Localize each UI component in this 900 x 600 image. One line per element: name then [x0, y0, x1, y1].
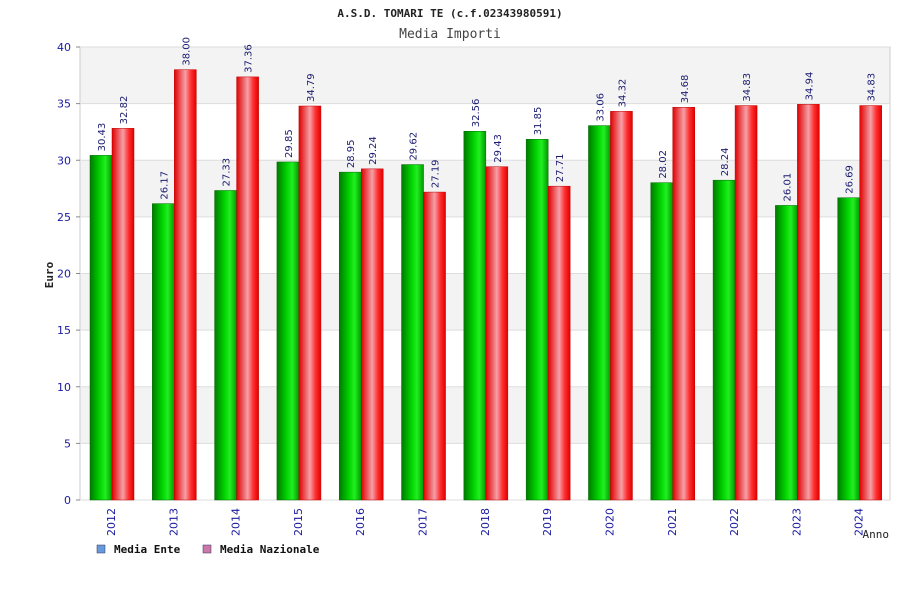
y-tick-label: 30	[57, 154, 71, 167]
value-label-media-ente-2021: 28.02	[658, 150, 669, 179]
value-label-media-ente-2016: 28.95	[346, 140, 357, 169]
x-tick-label-2019: 2019	[541, 508, 554, 536]
value-label-media-nazionale-2019: 27.71	[555, 154, 566, 183]
value-label-media-nazionale-2013: 38.00	[181, 37, 192, 66]
x-tick-label-2015: 2015	[292, 508, 305, 536]
y-tick-label: 35	[57, 98, 71, 111]
value-label-media-ente-2024: 26.69	[845, 165, 856, 194]
bar-media-ente-2017	[401, 164, 424, 501]
x-tick-label-2016: 2016	[354, 508, 367, 536]
x-tick-label-2020: 2020	[603, 508, 616, 536]
bar-media-ente-2024	[837, 197, 860, 501]
value-label-media-ente-2023: 26.01	[782, 173, 793, 202]
value-label-media-nazionale-2016: 29.24	[368, 136, 379, 165]
bar-media-nazionale-2018	[485, 166, 509, 501]
x-tick-label-2021: 2021	[666, 508, 679, 536]
legend-swatch-media-ente	[96, 544, 106, 554]
x-axis-ticks: 2012 2013 2014 2015 2016 2017 2018 2019 2020 2021…	[105, 508, 866, 536]
y-axis-ticks: 0 5 10 15 20 25 30 35 40	[57, 41, 80, 507]
value-label-media-ente-2017: 29.62	[409, 132, 420, 161]
y-tick-label: 15	[57, 324, 71, 337]
x-tick-label-2023: 2023	[790, 508, 803, 536]
value-labels: 30.43 32.82 26.17 38.00 27.33 37.36 29.85 34.79…	[97, 37, 878, 201]
x-tick-label-2012: 2012	[105, 508, 118, 536]
y-tick-label: 20	[57, 268, 71, 281]
value-label-media-ente-2020: 33.06	[595, 93, 606, 122]
x-tick-label-2017: 2017	[417, 508, 430, 536]
value-label-media-nazionale-2024: 34.83	[867, 73, 878, 102]
bar-media-nazionale-2021	[672, 106, 696, 501]
y-tick-label: 40	[57, 41, 71, 54]
bar-media-nazionale-2024	[859, 105, 882, 501]
bars	[89, 69, 882, 501]
value-label-media-ente-2014: 27.33	[222, 158, 233, 187]
value-label-media-ente-2013: 26.17	[159, 171, 170, 200]
value-label-media-ente-2012: 30.43	[97, 123, 108, 152]
bar-media-nazionale-2016	[360, 168, 384, 501]
bar-media-nazionale-2017	[423, 191, 446, 501]
bar-media-ente-2021	[650, 182, 674, 501]
x-tick-label-2024: 2024	[853, 508, 866, 536]
y-axis-label: Euro	[43, 261, 56, 288]
value-label-media-nazionale-2015: 34.79	[306, 73, 317, 102]
chart-title: A.S.D. TOMARI TE (c.f.02343980591)	[337, 7, 562, 20]
bar-media-nazionale-2022	[734, 105, 758, 501]
bar-media-nazionale-2013	[174, 69, 197, 501]
x-tick-label-2013: 2013	[167, 508, 180, 536]
y-tick-label: 25	[57, 211, 71, 224]
value-label-media-nazionale-2022: 34.83	[742, 73, 753, 102]
y-tick-label: 0	[64, 494, 71, 507]
x-tick-label-2014: 2014	[230, 508, 243, 536]
value-label-media-nazionale-2021: 34.68	[680, 75, 691, 104]
chart-subtitle: Media Importi	[399, 27, 501, 42]
bar-media-ente-2023	[775, 205, 798, 501]
value-label-media-nazionale-2018: 29.43	[493, 134, 504, 163]
bar-media-nazionale-2012	[111, 128, 135, 501]
y-tick-label: 10	[57, 381, 71, 394]
bar-media-nazionale-2020	[610, 111, 633, 501]
bar-media-nazionale-2023	[797, 104, 820, 501]
value-label-media-ente-2015: 29.85	[284, 129, 295, 158]
bar-media-ente-2019	[525, 139, 549, 501]
bar-media-ente-2020	[588, 125, 611, 501]
legend-label-media-nazionale: Media Nazionale	[220, 543, 320, 556]
bar-media-ente-2012	[89, 155, 113, 501]
bar-media-nazionale-2015	[298, 105, 322, 501]
bar-media-nazionale-2014	[236, 76, 259, 501]
bar-media-ente-2015	[276, 161, 300, 501]
value-label-media-nazionale-2023: 34.94	[804, 72, 815, 101]
bar-media-ente-2018	[463, 131, 487, 501]
value-label-media-ente-2019: 31.85	[533, 107, 544, 136]
x-tick-label-2018: 2018	[479, 508, 492, 536]
value-label-media-nazionale-2020: 34.32	[617, 79, 628, 108]
value-label-media-ente-2022: 28.24	[720, 148, 731, 177]
legend-swatch-media-nazionale	[202, 544, 212, 554]
plot-band	[80, 47, 890, 104]
legend-label-media-ente: Media Ente	[114, 543, 181, 556]
value-label-media-nazionale-2012: 32.82	[119, 96, 130, 125]
bar-media-ente-2016	[338, 171, 362, 501]
y-tick-label: 5	[64, 437, 71, 450]
x-axis-label: Anno	[863, 528, 890, 541]
value-label-media-nazionale-2017: 27.19	[431, 159, 442, 188]
bar-media-ente-2014	[214, 190, 237, 501]
value-label-media-nazionale-2014: 37.36	[244, 44, 255, 73]
bar-media-ente-2022	[712, 179, 736, 501]
bar-media-ente-2013	[152, 203, 175, 501]
x-tick-label-2022: 2022	[728, 508, 741, 536]
value-label-media-ente-2018: 32.56	[471, 99, 482, 128]
legend: Media Ente Media Nazionale	[96, 543, 320, 556]
bar-media-nazionale-2019	[547, 185, 571, 501]
